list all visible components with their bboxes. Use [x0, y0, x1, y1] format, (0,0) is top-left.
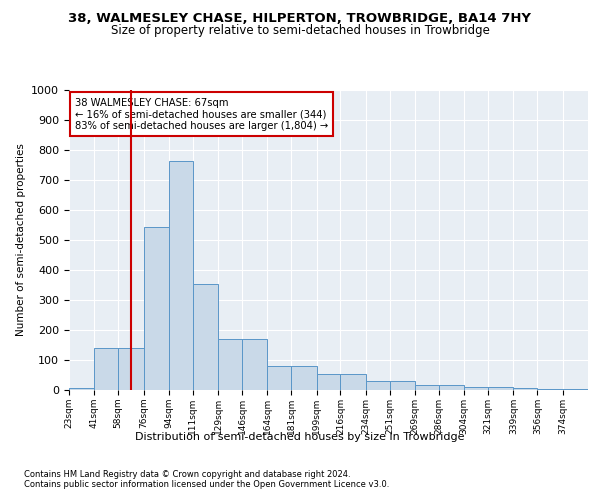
Bar — [169, 160, 193, 390]
Bar — [291, 366, 317, 390]
Bar — [488, 387, 514, 390]
Bar — [366, 381, 389, 390]
Bar — [193, 284, 218, 390]
Bar — [317, 374, 340, 390]
Text: Contains HM Land Registry data © Crown copyright and database right 2024.: Contains HM Land Registry data © Crown c… — [24, 470, 350, 479]
Bar — [415, 384, 439, 390]
Bar — [538, 388, 563, 390]
Bar — [389, 381, 415, 390]
Bar — [242, 339, 268, 390]
Bar — [268, 366, 291, 390]
Text: Distribution of semi-detached houses by size in Trowbridge: Distribution of semi-detached houses by … — [135, 432, 465, 442]
Bar — [94, 348, 118, 390]
Bar — [563, 388, 588, 390]
Bar — [464, 387, 488, 390]
Text: 38, WALMESLEY CHASE, HILPERTON, TROWBRIDGE, BA14 7HY: 38, WALMESLEY CHASE, HILPERTON, TROWBRID… — [68, 12, 532, 26]
Bar — [118, 348, 143, 390]
Bar — [514, 388, 538, 390]
Bar — [69, 388, 94, 390]
Bar — [340, 374, 366, 390]
Text: Size of property relative to semi-detached houses in Trowbridge: Size of property relative to semi-detach… — [110, 24, 490, 37]
Bar — [218, 339, 242, 390]
Text: 38 WALMESLEY CHASE: 67sqm
← 16% of semi-detached houses are smaller (344)
83% of: 38 WALMESLEY CHASE: 67sqm ← 16% of semi-… — [75, 98, 328, 130]
Text: Contains public sector information licensed under the Open Government Licence v3: Contains public sector information licen… — [24, 480, 389, 489]
Bar — [439, 384, 464, 390]
Bar — [143, 226, 169, 390]
Y-axis label: Number of semi-detached properties: Number of semi-detached properties — [16, 144, 26, 336]
